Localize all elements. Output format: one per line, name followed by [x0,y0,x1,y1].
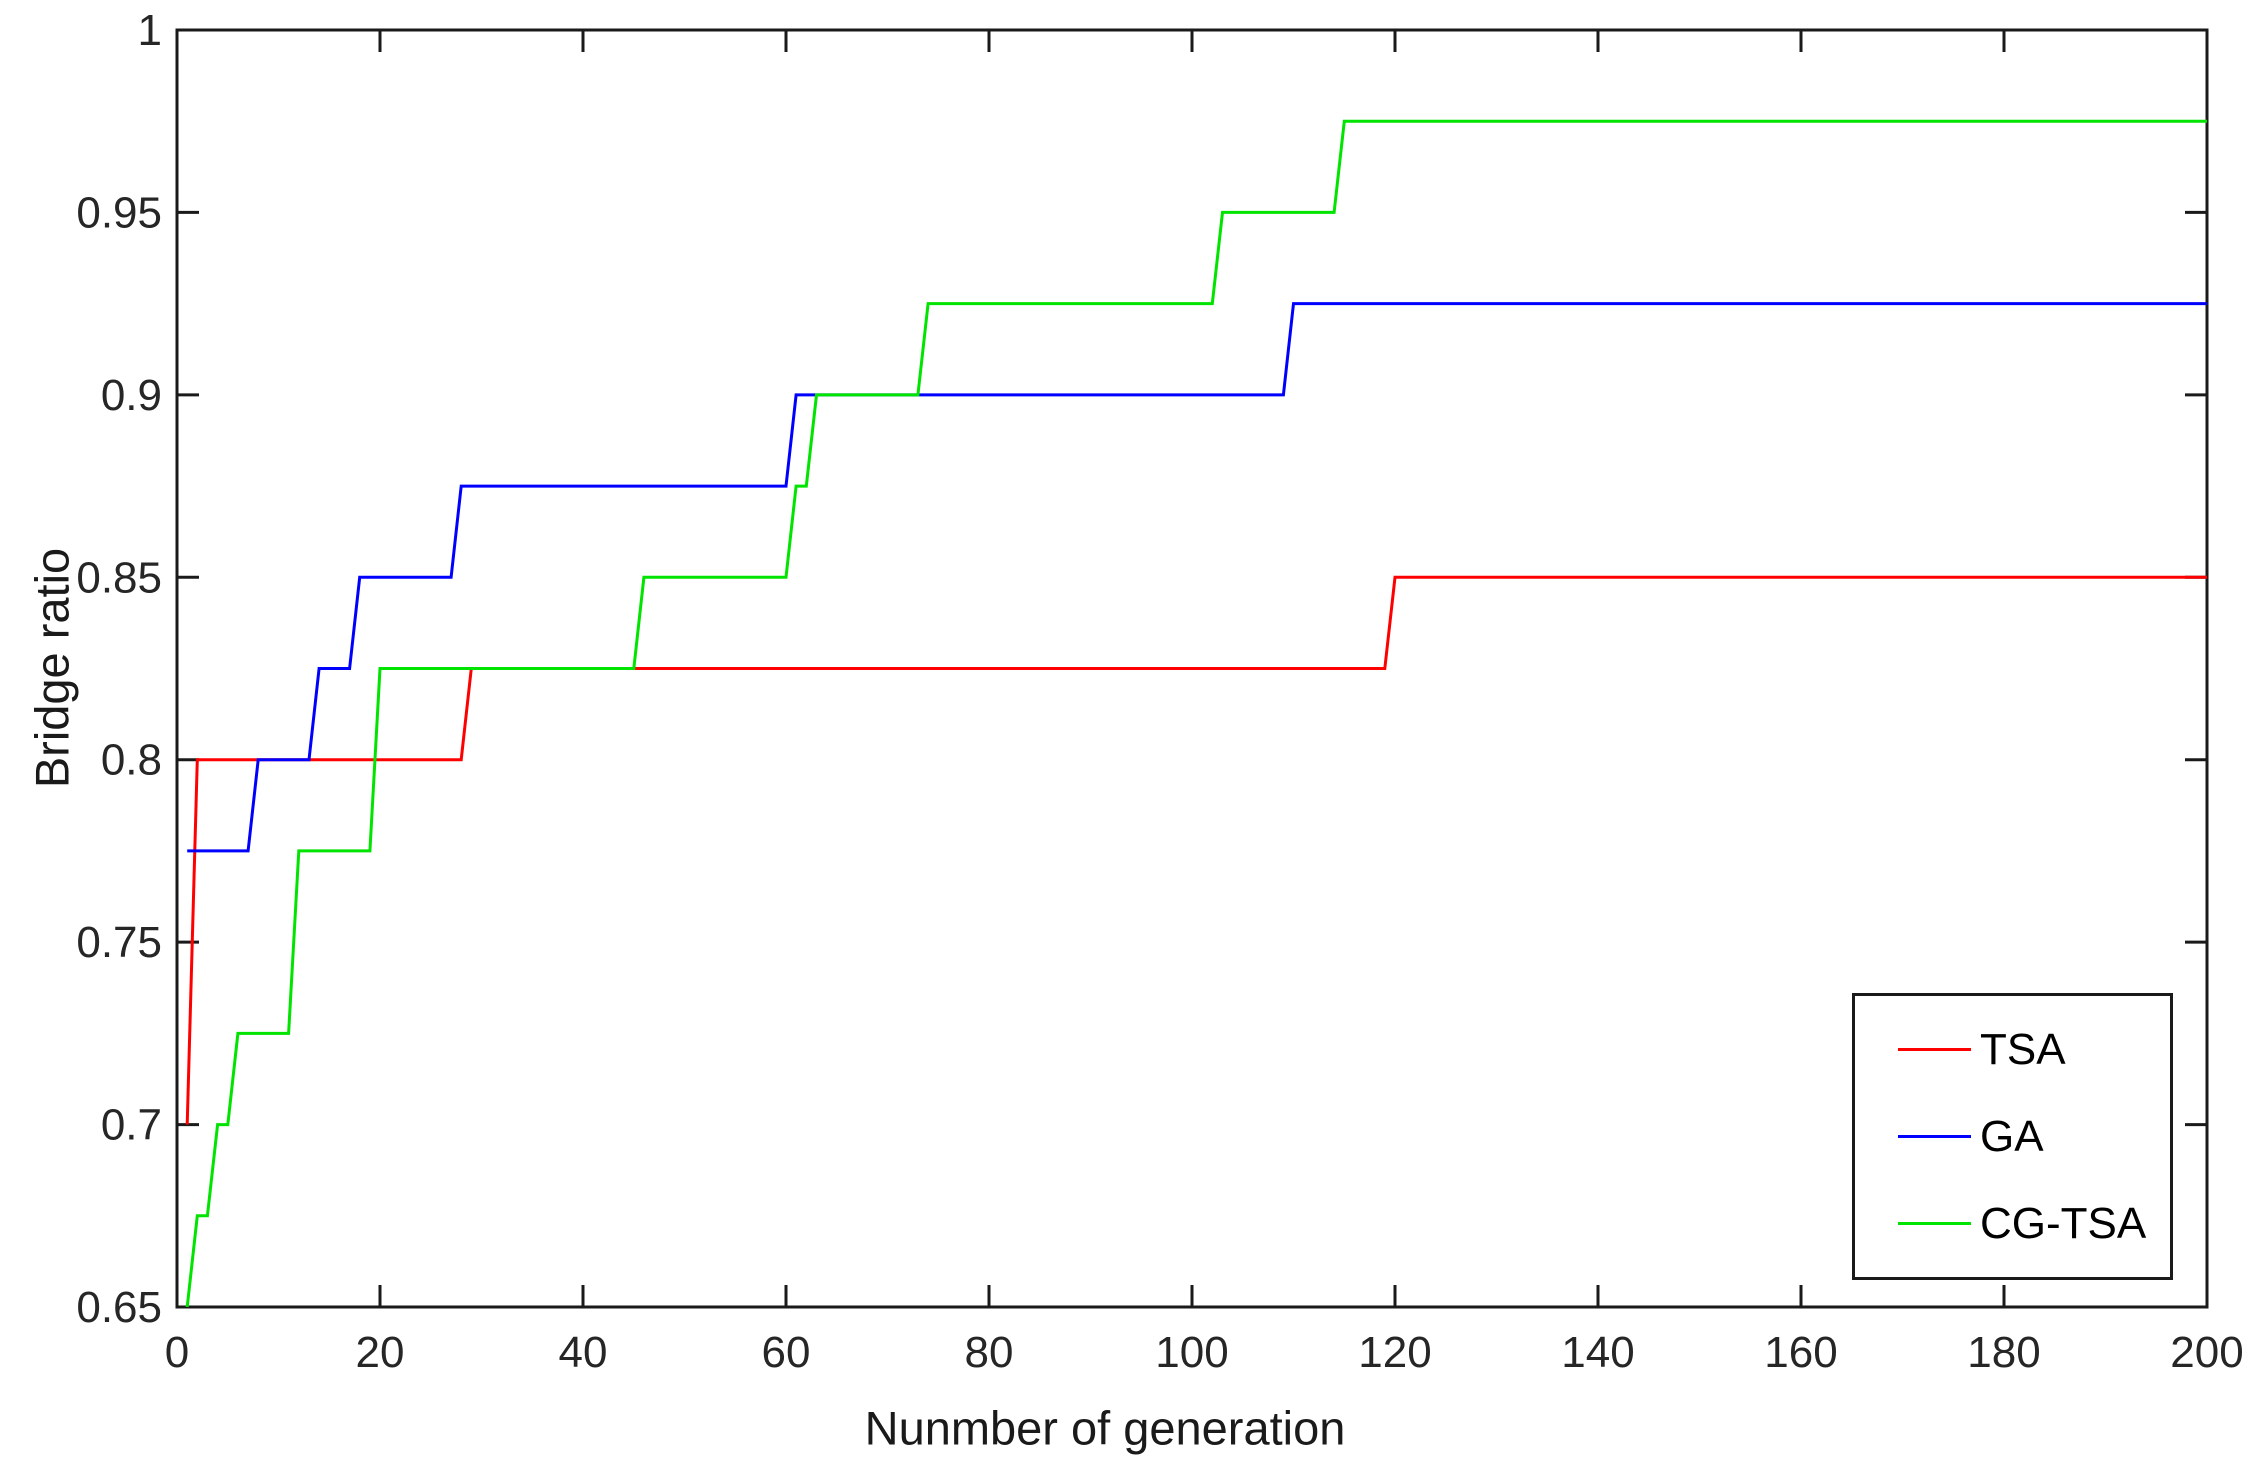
legend-item-tsa: TSA [1855,1024,2170,1074]
legend-label: TSA [1980,1024,2066,1074]
x-tick-label: 0 [165,1328,189,1377]
legend-line-sample [1898,1048,1971,1051]
x-tick-label: 40 [559,1328,608,1377]
y-tick-label: 0.7 [101,1101,162,1150]
y-axis-label: Bridge ratio [25,547,79,789]
x-tick-label: 180 [1967,1328,2040,1377]
legend: TSA GA CG-TSA [1852,993,2173,1280]
y-tick-label: 0.75 [76,918,162,967]
x-tick-label: 200 [2170,1328,2243,1377]
x-tick-label: 80 [965,1328,1014,1377]
legend-line-sample [1898,1222,1971,1225]
y-tick-label: 0.65 [76,1283,162,1332]
y-tick-label: 0.95 [76,188,162,237]
x-tick-label: 140 [1561,1328,1634,1377]
x-tick-label: 60 [762,1328,811,1377]
y-tick-label: 0.85 [76,553,162,602]
x-tick-label: 100 [1155,1328,1228,1377]
y-tick-label: 1 [138,6,162,55]
legend-line-sample [1898,1135,1971,1138]
legend-label: GA [1980,1111,2044,1161]
legend-item-ga: GA [1855,1111,2170,1161]
y-tick-label: 0.8 [101,736,162,785]
y-tick-label: 0.9 [101,371,162,420]
legend-label: CG-TSA [1980,1198,2147,1248]
ga-line [187,302,2207,853]
x-tick-label: 120 [1358,1328,1431,1377]
x-tick-label: 160 [1764,1328,1837,1377]
x-tick-label: 20 [356,1328,405,1377]
x-axis-label: Nunmber of generation [864,1401,1346,1455]
plot-box [175,28,2209,1309]
cg-tsa-line [185,119,2207,1308]
legend-item-cg-tsa: CG-TSA [1855,1198,2170,1248]
